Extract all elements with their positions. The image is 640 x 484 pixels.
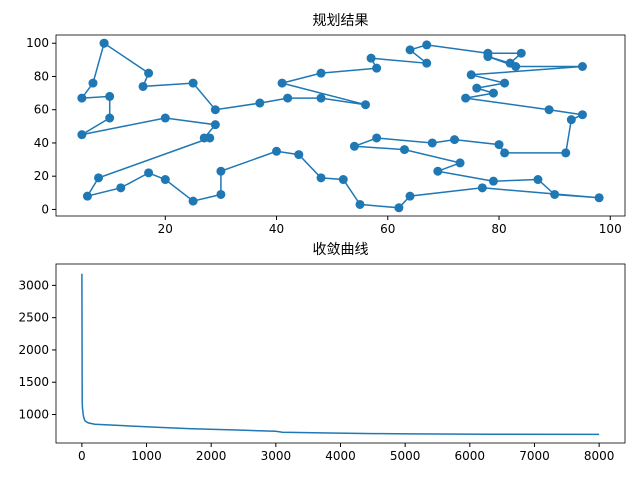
x-tick-label: 40 — [269, 222, 284, 236]
route-point — [255, 98, 265, 108]
route-point — [399, 145, 409, 155]
y-tick-label: 60 — [34, 103, 49, 117]
route-point — [394, 203, 404, 213]
y-tick-label: 2000 — [18, 343, 49, 357]
route-point — [422, 40, 432, 50]
route-point — [511, 61, 521, 71]
route-point — [566, 115, 576, 125]
route-point — [405, 191, 415, 201]
x-tick-label: 3000 — [261, 449, 292, 463]
route-point — [105, 113, 115, 123]
axes-frame — [55, 263, 626, 444]
route-point — [577, 110, 587, 120]
y-tick-label: 1500 — [18, 375, 49, 389]
route-point — [105, 91, 115, 101]
route-point — [550, 189, 560, 199]
route-point — [533, 175, 543, 185]
route-point — [466, 70, 476, 80]
route-point — [366, 53, 376, 63]
route-point — [316, 93, 326, 103]
x-tick-label: 80 — [491, 222, 506, 236]
route-point — [188, 78, 198, 88]
route-point — [294, 150, 304, 160]
x-tick-label: 7000 — [519, 449, 550, 463]
route-point — [544, 105, 554, 115]
route-point — [144, 68, 154, 78]
route-point — [144, 168, 154, 178]
route-point — [455, 158, 465, 168]
route-point — [488, 88, 498, 98]
route-point — [577, 61, 587, 71]
route-point — [77, 93, 87, 103]
y-tick-label: 3000 — [18, 278, 49, 292]
route-point — [99, 38, 109, 48]
x-tick-label: 100 — [599, 222, 622, 236]
route-point — [216, 166, 226, 176]
axes-frame — [55, 34, 626, 217]
route-point — [450, 135, 460, 145]
route-point — [433, 166, 443, 176]
route-point — [316, 68, 326, 78]
route-point — [160, 113, 170, 123]
route-point — [405, 45, 415, 55]
x-tick-label: 4000 — [325, 449, 356, 463]
route-point — [461, 93, 471, 103]
y-tick-label: 80 — [34, 69, 49, 83]
route-point — [349, 141, 359, 151]
y-tick-label: 40 — [34, 136, 49, 150]
route-point — [138, 81, 148, 91]
route-point — [488, 176, 498, 186]
route-point — [338, 175, 348, 185]
y-tick-label: 100 — [26, 36, 49, 50]
route-point — [422, 58, 432, 68]
route-point — [494, 140, 504, 150]
x-tick-label: 60 — [380, 222, 395, 236]
data-line — [81, 273, 600, 436]
route-point — [372, 133, 382, 143]
x-tick-label: 20 — [158, 222, 173, 236]
route-point — [355, 199, 365, 209]
route-point — [361, 100, 371, 110]
y-tick-label: 20 — [34, 169, 49, 183]
route-point — [427, 138, 437, 148]
route-point — [372, 63, 382, 73]
route-point — [483, 52, 493, 62]
route-point — [116, 183, 126, 193]
y-tick-label: 0 — [41, 202, 49, 216]
x-tick-label: 8000 — [584, 449, 615, 463]
route-point — [500, 148, 510, 158]
x-tick-label: 5000 — [390, 449, 421, 463]
chart-title: 收敛曲线 — [313, 242, 369, 258]
route-point — [516, 48, 526, 58]
route-point — [277, 78, 287, 88]
route-point — [94, 173, 104, 183]
route-point — [82, 191, 92, 201]
route-point — [88, 78, 98, 88]
route-point — [283, 93, 293, 103]
route-point — [210, 120, 220, 130]
y-tick-label: 1000 — [18, 408, 49, 422]
chart-title: 规划结果 — [313, 13, 369, 29]
route-point — [199, 133, 209, 143]
x-tick-label: 2000 — [196, 449, 227, 463]
route-point — [77, 130, 87, 140]
route-point — [272, 146, 282, 156]
route-point — [477, 183, 487, 193]
route-point — [561, 148, 571, 158]
route-point — [472, 83, 482, 93]
route-point — [316, 173, 326, 183]
route-point — [594, 193, 604, 203]
route-point — [210, 105, 220, 115]
y-tick-label: 2500 — [18, 311, 49, 325]
x-tick-label: 0 — [78, 449, 86, 463]
x-tick-label: 1000 — [131, 449, 162, 463]
route-point — [500, 78, 510, 88]
route-point — [216, 189, 226, 199]
route-point — [188, 196, 198, 206]
x-tick-label: 6000 — [455, 449, 486, 463]
route-point — [160, 175, 170, 185]
data-line — [80, 42, 600, 209]
